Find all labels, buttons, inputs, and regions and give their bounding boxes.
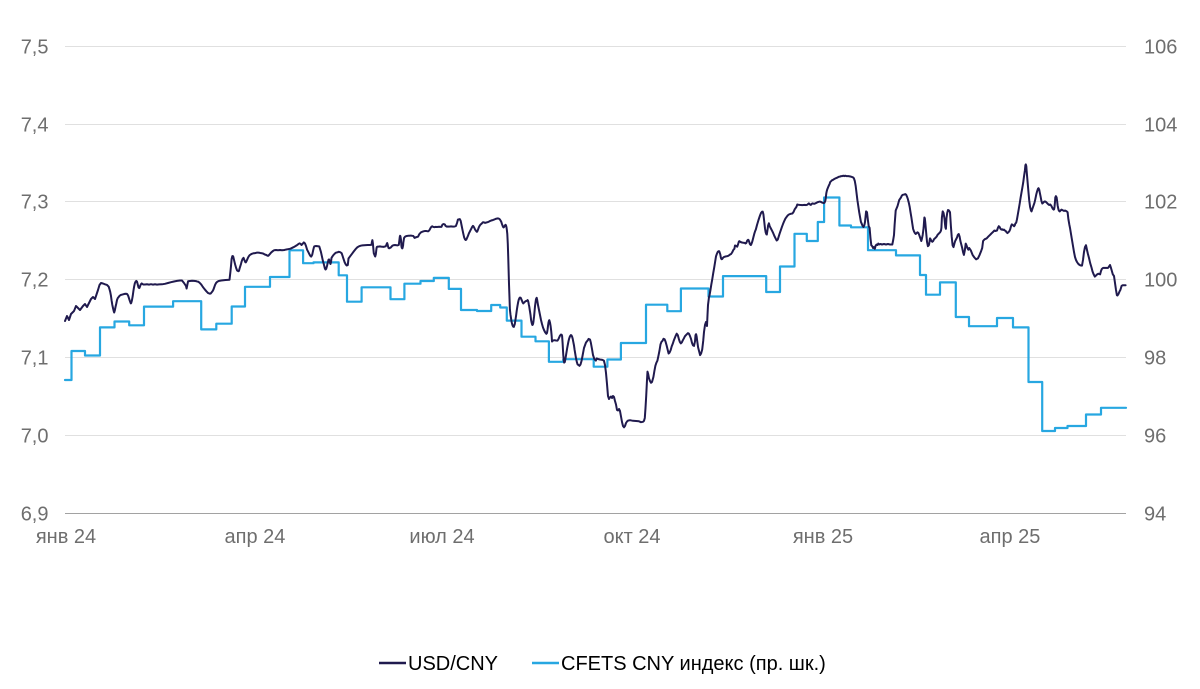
svg-text:окт 24: окт 24	[603, 526, 660, 548]
svg-text:7,4: 7,4	[21, 115, 49, 137]
svg-text:106: 106	[1144, 37, 1177, 59]
svg-text:янв 24: янв 24	[36, 526, 96, 548]
svg-text:апр 24: апр 24	[225, 526, 286, 548]
svg-text:7,5: 7,5	[21, 37, 49, 59]
svg-text:96: 96	[1144, 426, 1166, 448]
svg-text:6,9: 6,9	[21, 504, 49, 526]
svg-text:июл 24: июл 24	[409, 526, 474, 548]
svg-text:USD/CNY: USD/CNY	[408, 653, 498, 675]
svg-text:апр 25: апр 25	[980, 526, 1041, 548]
svg-text:100: 100	[1144, 270, 1177, 292]
svg-text:98: 98	[1144, 348, 1166, 370]
svg-text:102: 102	[1144, 192, 1177, 214]
svg-text:7,1: 7,1	[21, 348, 49, 370]
svg-text:CFETS CNY индекс (пр. шк.): CFETS CNY индекс (пр. шк.)	[561, 653, 826, 675]
svg-text:7,2: 7,2	[21, 270, 49, 292]
svg-text:94: 94	[1144, 504, 1166, 526]
svg-text:104: 104	[1144, 115, 1177, 137]
svg-text:янв 25: янв 25	[793, 526, 853, 548]
svg-text:7,0: 7,0	[21, 426, 49, 448]
svg-text:7,3: 7,3	[21, 192, 49, 214]
